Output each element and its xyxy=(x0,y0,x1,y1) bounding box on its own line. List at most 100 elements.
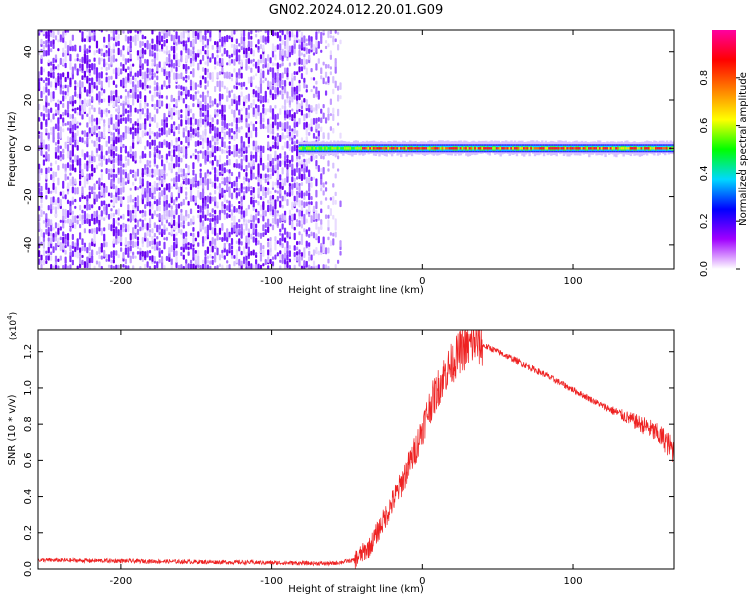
spectrogram-noise-cell xyxy=(305,84,308,89)
spectrogram-noise-cell xyxy=(78,173,82,180)
spectrogram-noise-cell xyxy=(64,219,67,224)
spectrogram-noise-cell xyxy=(267,249,270,256)
spectrogram-noise-cell xyxy=(281,178,284,187)
spectrogram-noise-cell xyxy=(276,210,279,214)
spectrogram-noise-cell xyxy=(312,93,316,99)
spectrogram-noise-cell xyxy=(110,90,113,96)
spectrogram-noise-cell xyxy=(281,72,284,79)
spectrogram-noise-cell xyxy=(175,208,178,215)
spectrogram-noise-cell xyxy=(127,90,130,97)
spectrogram-noise-cell xyxy=(66,240,70,247)
spectrogram-noise-cell xyxy=(148,240,152,247)
spectrogram-noise-cell xyxy=(175,109,178,115)
spectrogram-noise-cell xyxy=(276,195,279,202)
spectrogram-noise-cell xyxy=(83,204,87,209)
spectrogram-noise-cell xyxy=(230,203,234,208)
spectrogram-noise-cell xyxy=(69,251,72,256)
spectrogram-noise-cell xyxy=(144,71,147,79)
spectrogram-noise-cell xyxy=(38,49,41,56)
spectrogram-noise-cell xyxy=(276,213,279,217)
spectrogram-noise-cell xyxy=(127,45,130,52)
spectrogram-noise-cell xyxy=(151,68,154,73)
spectrogram-noise-cell xyxy=(134,150,137,159)
spectrogram-noise-cell xyxy=(235,144,238,152)
spectrogram-noise-cell xyxy=(139,247,142,252)
spectrogram-noise-cell xyxy=(194,82,197,90)
snr-x-tick-label: -100 xyxy=(260,576,283,587)
spectrogram-noise-cell xyxy=(288,264,291,269)
spectrogram-noise-cell xyxy=(199,75,202,79)
spectrogram-noise-cell xyxy=(262,113,265,118)
spectrogram-noise-cell xyxy=(122,222,125,229)
spectrogram-noise-cell xyxy=(283,79,287,87)
spectrogram-noise-cell xyxy=(173,62,176,69)
spectrogram-noise-cell xyxy=(148,250,152,254)
spectrogram-noise-cell xyxy=(47,44,50,52)
spectrogram-noise-cell xyxy=(95,117,99,125)
spectrogram-noise-cell xyxy=(286,57,289,62)
spectrogram-noise-cell xyxy=(74,80,77,85)
spectrogram-noise-cell xyxy=(230,254,234,259)
spectrogram-noise-cell xyxy=(235,162,238,169)
spectrogram-noise-cell xyxy=(262,224,265,232)
spectrogram-noise-cell xyxy=(103,187,106,194)
spectrogram-noise-cell xyxy=(312,132,316,139)
spectrogram-noise-cell xyxy=(324,187,328,192)
spectrogram-noise-cell xyxy=(88,116,91,124)
spectrogram-noise-cell xyxy=(324,45,328,50)
spectrogram-noise-cell xyxy=(103,200,106,206)
spectrogram-noise-cell xyxy=(293,112,296,119)
spectrogram-noise-cell xyxy=(233,49,236,56)
spectrogram-noise-cell xyxy=(238,61,241,65)
spectrogram-noise-cell xyxy=(187,130,190,137)
spectrogram-noise-cell xyxy=(250,130,253,139)
signal-band-core xyxy=(629,147,633,150)
colorbar-tick-label: 0.2 xyxy=(699,213,710,229)
spectrogram-noise-cell xyxy=(286,140,289,149)
signal-band-core xyxy=(626,147,629,150)
signal-band-core xyxy=(418,147,421,150)
spectrogram-noise-cell xyxy=(115,250,118,256)
spectrogram-noise-cell xyxy=(66,218,70,224)
spectrogram-noise-cell xyxy=(206,224,209,229)
spectrogram-noise-cell xyxy=(139,123,142,129)
signal-band-core xyxy=(475,147,479,150)
spectrogram-noise-cell xyxy=(276,218,279,226)
spectrogram-noise-cell xyxy=(153,222,156,229)
spectrogram-noise-cell xyxy=(228,169,231,174)
spectrogram-noise-cell xyxy=(279,181,282,189)
spectrogram-noise-cell xyxy=(119,117,123,125)
spectrogram-noise-cell xyxy=(286,163,289,170)
spectrogram-noise-cell xyxy=(194,148,197,153)
spectrogram-noise-cell xyxy=(110,259,113,264)
spectrogram-noise-cell xyxy=(40,232,43,238)
spectrogram-noise-cell xyxy=(88,63,91,69)
spectrogram-noise-cell xyxy=(64,237,67,245)
spectrogram-noise-cell xyxy=(279,214,282,218)
spectrogram-noise-cell xyxy=(52,39,55,45)
spectrogram-noise-cell xyxy=(189,155,193,159)
spectrogram-noise-cell xyxy=(201,210,205,216)
spectrogram-noise-cell xyxy=(182,154,185,158)
signal-band-core xyxy=(432,147,435,150)
spectrogram-noise-cell xyxy=(163,173,166,180)
spectrogram-noise-cell xyxy=(329,232,332,236)
spectrogram-noise-cell xyxy=(180,264,183,269)
spectrogram-noise-cell xyxy=(305,176,308,184)
spectrogram-noise-cell xyxy=(214,108,217,115)
spectrogram-noise-cell xyxy=(197,209,200,214)
spectrogram-noise-cell xyxy=(40,77,43,81)
spectrogram-noise-cell xyxy=(66,144,70,152)
spectrogram-noise-cell xyxy=(305,190,308,197)
spectrogram-noise-cell xyxy=(216,49,219,54)
spectrogram-noise-cell xyxy=(83,196,87,200)
spectrogram-noise-cell xyxy=(132,36,135,43)
spectrogram-noise-cell xyxy=(175,255,178,263)
spectrogram-noise-cell xyxy=(228,90,231,98)
spectrogram-noise-cell xyxy=(228,59,231,66)
spectrogram-noise-cell xyxy=(271,30,275,37)
spectrogram-noise-cell xyxy=(305,240,308,247)
spectrogram-noise-cell xyxy=(288,96,291,100)
spectrogram-noise-cell xyxy=(115,121,118,129)
spectrogram-noise-cell xyxy=(151,139,154,146)
